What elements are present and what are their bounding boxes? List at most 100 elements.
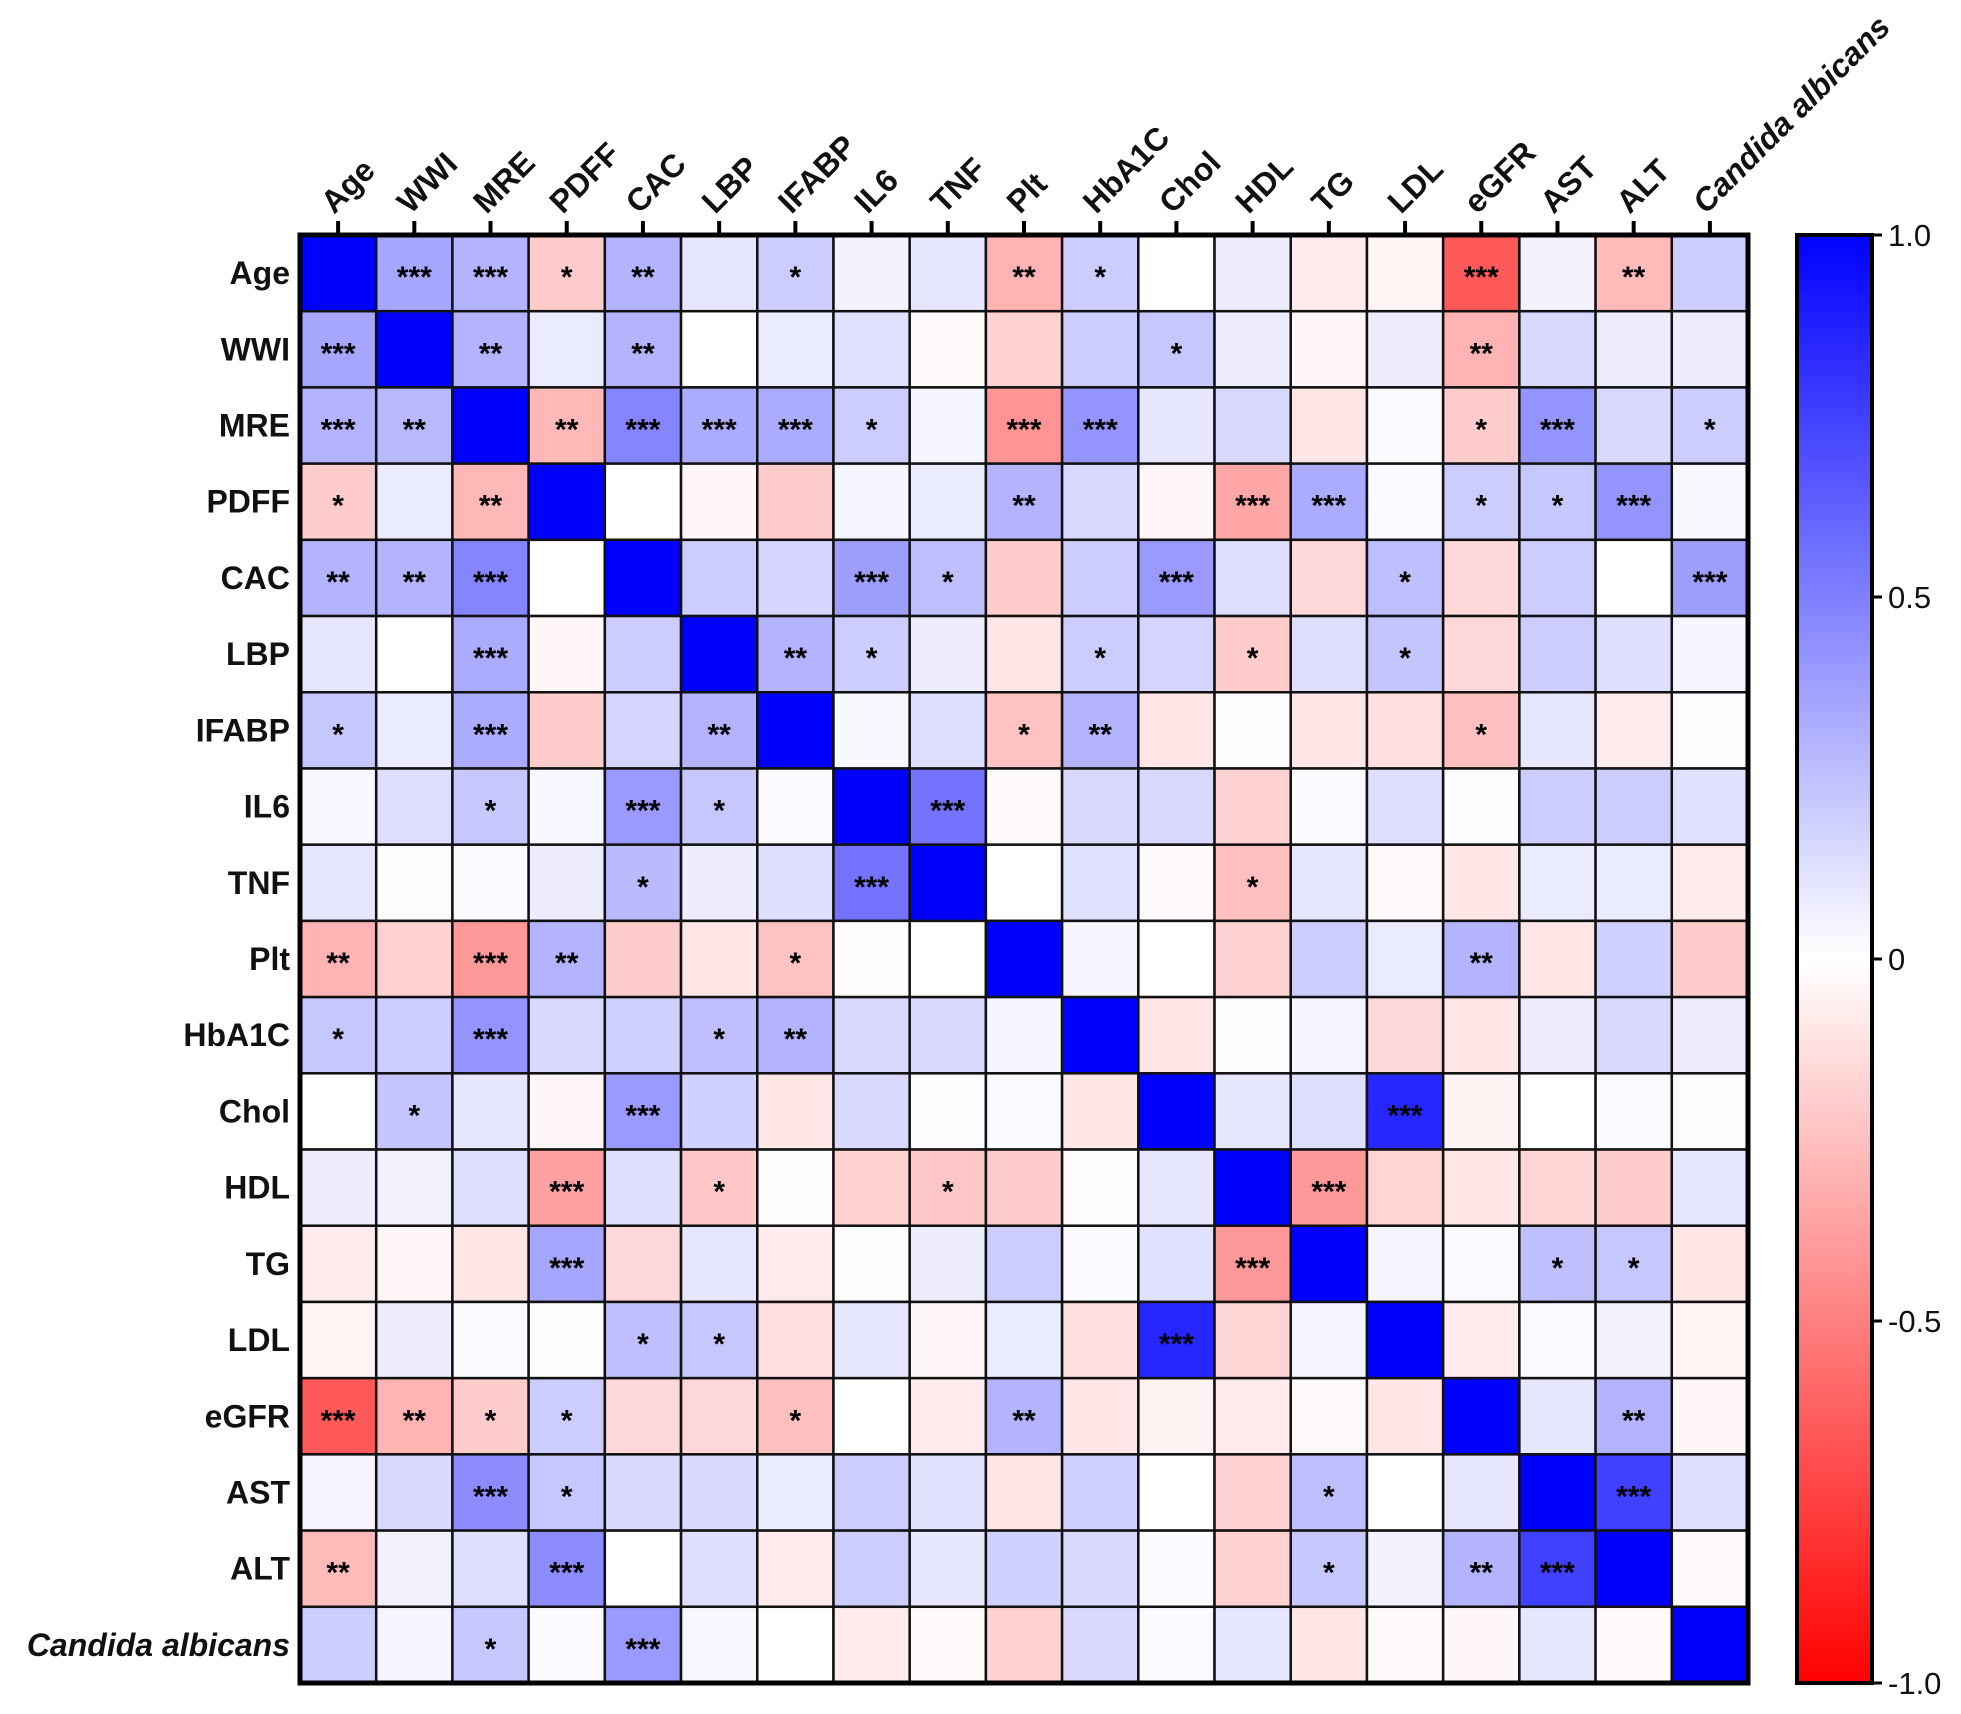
heatmap-cell	[603, 919, 683, 999]
heatmap-cell	[1060, 843, 1140, 923]
heatmap-cell	[1137, 1529, 1216, 1609]
heatmap-cell	[451, 691, 530, 770]
heatmap-cell	[1137, 691, 1216, 770]
heatmap-cell	[1213, 386, 1292, 465]
significance-label: *	[485, 1633, 497, 1666]
heatmap-cell	[984, 538, 1064, 618]
heatmap-cell	[527, 1072, 607, 1151]
significance-label: *	[790, 947, 802, 980]
heatmap-cell	[1365, 1453, 1445, 1532]
heatmap-cell	[527, 843, 607, 923]
significance-label: *	[332, 718, 344, 751]
significance-label: ***	[473, 1480, 508, 1513]
heatmap-cell	[1289, 1376, 1369, 1456]
significance-label: **	[631, 261, 655, 294]
heatmap-cell	[603, 538, 683, 618]
significance-label: **	[707, 718, 731, 751]
heatmap-cell	[1518, 233, 1597, 313]
significance-label: ***	[321, 414, 356, 447]
heatmap-cell	[1670, 309, 1750, 389]
significance-label: **	[326, 566, 350, 599]
heatmap-cell	[527, 309, 607, 389]
colorbar-gradient	[1795, 233, 1874, 1685]
heatmap-cell	[1289, 386, 1369, 465]
heatmap-cell	[1441, 919, 1521, 999]
heatmap-cell	[603, 1376, 683, 1456]
row-label: MRE	[219, 408, 290, 444]
heatmap-cell	[451, 843, 530, 923]
column-label: AST	[1533, 149, 1604, 220]
heatmap-cell	[908, 919, 988, 999]
significance-label: **	[555, 947, 579, 980]
heatmap-cell	[603, 691, 683, 770]
heatmap-cell	[1670, 1453, 1750, 1532]
heatmap-cell	[756, 1300, 835, 1380]
heatmap-cell	[984, 1453, 1064, 1532]
heatmap-cell	[527, 995, 607, 1075]
heatmap-cell	[679, 386, 759, 465]
heatmap-cell	[679, 1072, 759, 1151]
heatmap-cell	[527, 919, 607, 999]
column-label: WWI	[390, 145, 464, 219]
heatmap-cell	[1441, 309, 1521, 389]
heatmap-cell	[1518, 1300, 1597, 1380]
heatmap-cell	[1518, 919, 1597, 999]
heatmap-cell	[603, 767, 683, 846]
heatmap-cell	[1213, 1376, 1292, 1456]
heatmap-cell	[1594, 1376, 1674, 1456]
colorbar-tick-label: -1.0	[1888, 1666, 1941, 1701]
heatmap-cell	[1137, 386, 1216, 465]
heatmap-cell	[1365, 995, 1445, 1075]
heatmap-cell	[1289, 1148, 1369, 1227]
heatmap-cell	[1518, 1148, 1597, 1227]
significance-label: ***	[625, 1099, 660, 1132]
heatmap-cell	[1213, 309, 1292, 389]
significance-label: ***	[549, 1252, 584, 1285]
heatmap-cell	[908, 1376, 988, 1456]
column-label: eGFR	[1457, 134, 1543, 220]
heatmap-cell	[374, 538, 454, 618]
heatmap-cell	[679, 1453, 759, 1532]
heatmap-cell	[1365, 309, 1445, 389]
heatmap-cell	[298, 691, 378, 770]
heatmap-cell	[1137, 919, 1216, 999]
heatmap-cell	[908, 309, 988, 389]
heatmap-cell	[374, 1529, 454, 1609]
heatmap-cell	[1441, 1529, 1521, 1609]
significance-label: ***	[321, 337, 356, 370]
heatmap-cell	[1365, 1376, 1445, 1456]
heatmap-cell	[1137, 462, 1216, 542]
heatmap-cell	[374, 1453, 454, 1532]
heatmap-cell	[1137, 767, 1216, 846]
heatmap-cell	[451, 1376, 530, 1456]
significance-label: *	[561, 261, 573, 294]
heatmap-cell	[1289, 919, 1369, 999]
row-label: Candida albicans	[27, 1627, 290, 1663]
heatmap-cell	[832, 1453, 911, 1532]
heatmap-cell	[832, 1224, 911, 1304]
heatmap-cell	[1365, 919, 1445, 999]
colorbar-tick-label: 0.5	[1888, 580, 1931, 615]
heatmap-cell	[679, 691, 759, 770]
significance-label: *	[1475, 490, 1487, 523]
heatmap-cell	[1213, 843, 1292, 923]
row-label: TG	[246, 1246, 290, 1282]
significance-label: **	[784, 642, 808, 675]
significance-label: *	[1628, 1252, 1640, 1285]
heatmap-cell	[1518, 767, 1597, 846]
heatmap-cell	[908, 1148, 988, 1227]
heatmap-cell	[679, 843, 759, 923]
heatmap-cell	[908, 1072, 988, 1151]
significance-label: *	[1094, 642, 1106, 675]
heatmap-cell	[1594, 386, 1674, 465]
heatmap-cell	[1365, 1605, 1445, 1685]
heatmap-cell	[374, 233, 454, 313]
heatmap-cell	[1670, 614, 1750, 694]
heatmap-cell	[679, 614, 759, 694]
heatmap-cell	[1213, 614, 1292, 694]
heatmap-cell	[1137, 1605, 1216, 1685]
heatmap-cell	[756, 462, 835, 542]
significance-label: **	[555, 414, 579, 447]
heatmap-cell	[756, 1605, 835, 1685]
heatmap-cell	[756, 1453, 835, 1532]
